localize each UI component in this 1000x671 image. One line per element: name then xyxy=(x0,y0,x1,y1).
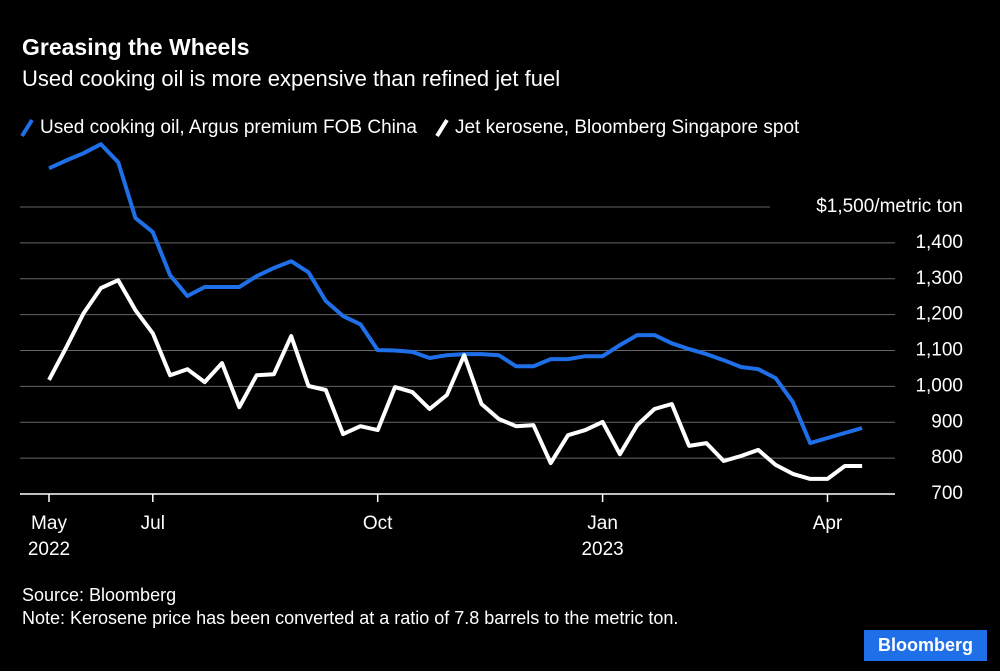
x-tick-year: 2023 xyxy=(581,539,623,560)
y-tick-label: 1,000 xyxy=(915,375,963,396)
y-tick-label: 1,200 xyxy=(915,304,963,325)
y-tick-label: $1,500/metric ton xyxy=(816,196,963,217)
series-line xyxy=(47,278,863,481)
y-tick-label: 1,100 xyxy=(915,340,963,361)
logo: Bloomberg xyxy=(864,630,987,661)
chart-subtitle: Used cooking oil is more expensive than … xyxy=(22,66,561,91)
y-tick-label: 900 xyxy=(931,411,963,432)
series-line xyxy=(48,142,863,446)
legend-swatch xyxy=(435,118,449,138)
note: Note: Kerosene price has been converted … xyxy=(22,608,679,628)
legend-label: Used cooking oil, Argus premium FOB Chin… xyxy=(40,117,417,138)
x-tick-label: Oct xyxy=(363,513,393,534)
y-tick-label: 1,300 xyxy=(915,268,963,289)
legend-swatch xyxy=(20,118,34,138)
y-tick-label: 700 xyxy=(931,483,963,504)
source: Source: Bloomberg xyxy=(22,585,177,605)
x-tick-label: Jan xyxy=(587,513,618,534)
x-tick-label: Jul xyxy=(141,513,165,534)
y-tick-label: 1,400 xyxy=(915,232,963,253)
x-tick-year: 2022 xyxy=(28,539,70,560)
chart-title: Greasing the Wheels xyxy=(22,34,250,60)
legend-label: Jet kerosene, Bloomberg Singapore spot xyxy=(455,117,800,138)
x-tick-label: May xyxy=(31,513,67,534)
x-tick-label: Apr xyxy=(813,513,843,534)
y-tick-label: 800 xyxy=(931,447,963,468)
